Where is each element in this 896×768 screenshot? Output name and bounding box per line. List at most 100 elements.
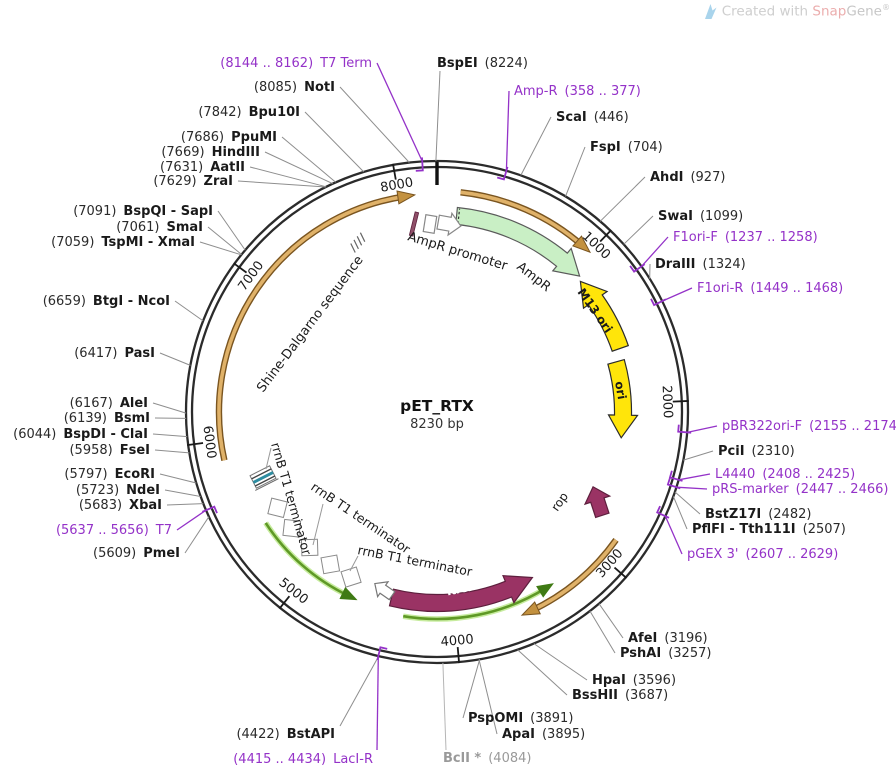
leader-line-hpai [533,643,588,681]
leader-line-pcii [683,450,714,461]
terminator-diamond-icon [340,566,362,588]
leader-line-bstz17i [674,491,701,515]
scale-tick-label: 8000 [379,175,414,196]
site-label-ndei: (5723) NdeI [76,483,160,498]
leader-line-apai [478,659,498,735]
shine-dalgarno-hash-icon [353,239,359,250]
misc-arc [264,522,350,598]
site-label-pgex-3-: pGEX 3' (2607 .. 2629) [687,547,838,562]
terminator-icons [249,232,366,588]
site-label-alei: (6167) AleI [70,396,148,411]
leader-line-bpu10i [304,111,365,173]
scale-tick-label: 2000 [659,385,675,419]
primer-tick-amp-r [496,166,509,181]
icon-stripe [252,471,274,484]
primer-tick-l4440 [668,470,683,482]
feature-label-ori: ori [612,380,629,400]
terminator-diamond-icon [282,518,302,538]
feature-origin-dashed-edge [457,208,461,224]
site-label-bcli-: BclI * (4084) [443,751,531,766]
snapgene-logo-icon [704,4,717,19]
site-label-xbai: (5683) XbaI [79,498,162,513]
leader-line-ecori [159,473,197,484]
site-label-laci-r: (4415 .. 4434) LacI-R [233,752,373,767]
leader-line-alei [152,402,187,414]
site-labels: (8144 .. 8162) T7 Term (8085) NotI (7842) Bpu… [13,56,896,767]
site-label-bsshii: BssHII (3687) [572,688,668,703]
site-label-btgi-ncoi: (6659) BtgI - NcoI [43,294,170,309]
feature-arrow-ampr [455,206,581,277]
site-label-f1ori-r: F1ori-R (1449 .. 1468) [697,281,843,296]
watermark-text: Created with SnapGene® [721,3,890,20]
label-stub-line [265,447,272,470]
leader-line-pshai [589,610,616,654]
leader-line-bstapi [339,655,380,727]
site-label-bspei: BspEI (8224) [437,56,528,71]
site-label-bstz17i: BstZ17I (2482) [705,507,811,522]
scale-tick [233,262,248,274]
primer-tick-pgex-3- [656,505,670,519]
site-label-l4440: L4440 (2408 .. 2425) [715,467,855,482]
site-label-afei: AfeI (3196) [628,631,708,646]
site-label-pshai: PshAI (3257) [620,646,711,661]
site-label-ahdi: AhdI (927) [650,170,725,185]
site-label-t7: (5637 .. 5656) T7 [56,523,172,538]
leader-line-pbr322ori-f [687,425,718,434]
leader-line-ppumi [281,136,337,183]
leader-line-smai [207,226,242,255]
snapgene-watermark: Created with SnapGene® [703,3,890,20]
terminator-stem-loop-icon [249,465,279,491]
site-label-zrai: (7629) ZraI [153,174,233,189]
leader-line-afei [598,603,624,639]
orf-arc-arrowhead [396,190,417,205]
feature-label-rop: rop [548,490,571,514]
orf-arc-arrowhead [520,601,541,616]
site-label-ecori: (5797) EcoRI [64,467,155,482]
site-label-bsmi: (6139) BsmI [64,411,150,426]
site-label-aatii: (7631) AatII [160,160,245,175]
orf-and-misc-arcs [215,189,619,622]
leader-line-pspomi [462,659,481,719]
icon-stripe [251,468,272,480]
leader-line-pflfi-tth111i [672,496,688,530]
leader-line-hindiii [264,151,334,185]
leader-line-pasi [159,352,191,366]
leader-line-t7 [176,509,207,531]
leader-line-prs-marker [676,486,708,490]
site-label-apai: ApaI (3895) [502,727,585,742]
plasmid-name: pET_RTX [400,397,474,415]
scale-tick [672,400,689,403]
site-leader-lines [152,62,718,751]
site-label-bstapi: (4422) BstAPI [236,727,335,742]
feature-label-laci: lacI [445,580,473,600]
feature-arrow-laci [388,575,534,613]
leader-line-noti [339,86,410,163]
site-label-hpai: HpaI (3596) [592,673,676,688]
leader-line-btgi-ncoi [174,300,204,322]
misc-arc-arrowhead [536,583,554,598]
scale-tick [456,647,460,664]
primer-tick-pbr322ori-f [677,424,692,434]
leader-line-f1ori-r [661,287,693,302]
feature-label-ampr-promoter: AmpR promoter [406,229,510,274]
site-label-tspmi-xmai: (7059) TspMI - XmaI [51,235,195,250]
scale-tick-label: 4000 [440,632,474,650]
feature-arrow-ori [607,358,639,439]
leader-line-f1ori-f [641,236,669,267]
site-label-pspomi: PspOMI (3891) [468,711,573,726]
misc-arc-arrowhead [339,586,358,601]
scale-tick [599,229,612,243]
orf-arc [460,190,585,248]
primer-tick-t7-term [415,157,424,172]
leader-line-xbai [166,503,204,506]
label-stub-line [349,555,359,572]
leader-line-bspqi-sapi [217,210,246,251]
site-label-bpu10i: (7842) Bpu10I [198,105,300,120]
leader-line-t7-term [376,62,423,162]
leader-line-ndei [164,489,201,497]
terminator-diamond-icon [267,497,288,519]
feature-arrows [374,206,639,613]
primer-tick-f1ori-f [629,263,646,273]
label-stub-line [312,503,324,546]
